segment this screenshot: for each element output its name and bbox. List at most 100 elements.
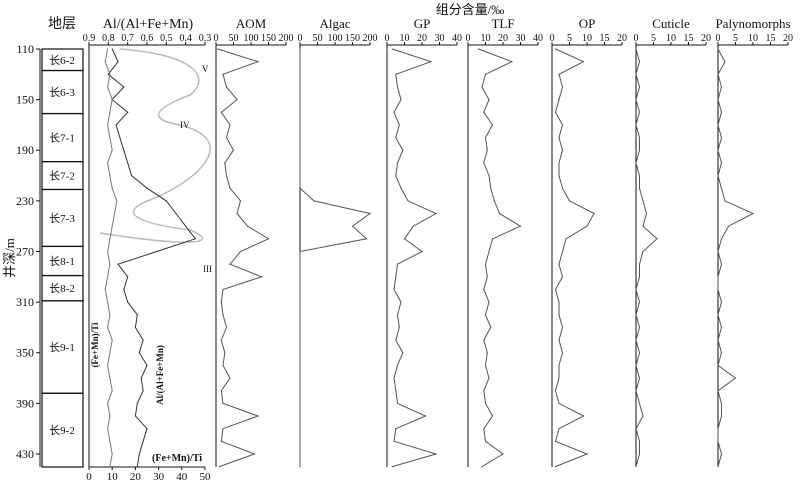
data-point xyxy=(717,48,719,50)
panel-tick-label: 0 xyxy=(298,33,303,44)
data-point xyxy=(717,288,719,291)
data-point xyxy=(558,314,560,316)
data-point xyxy=(561,124,564,126)
panel-series-line xyxy=(217,48,270,468)
geochem-bottom-tick-label: 30 xyxy=(153,471,165,482)
data-point xyxy=(127,276,129,278)
data-point xyxy=(398,124,400,126)
data-point xyxy=(222,314,224,316)
y-tick-label: 430 xyxy=(16,447,34,461)
panel-tick-label: 10 xyxy=(748,33,758,44)
data-point xyxy=(229,263,231,265)
data-point xyxy=(142,390,144,392)
data-point xyxy=(225,86,228,88)
data-point xyxy=(123,86,125,88)
data-point xyxy=(142,440,144,442)
panel-series-line xyxy=(478,48,522,468)
data-point xyxy=(635,162,637,164)
data-point xyxy=(488,99,490,101)
panel-tick-label: 150 xyxy=(345,33,360,44)
data-point xyxy=(109,174,111,177)
data-point xyxy=(136,314,138,316)
data-point xyxy=(299,174,301,177)
geochem-bottom-tick-label: 10 xyxy=(107,471,119,482)
data-point xyxy=(484,364,487,366)
data-point xyxy=(299,61,301,63)
data-point xyxy=(396,402,399,404)
data-point xyxy=(511,61,513,63)
data-point xyxy=(720,453,723,455)
panel-series-line xyxy=(392,48,438,468)
data-point xyxy=(635,466,637,468)
data-point xyxy=(582,61,585,63)
stratum-box xyxy=(41,392,84,468)
geochem-top-tick-label: 0.7 xyxy=(121,33,134,44)
data-point xyxy=(484,263,487,265)
stratum-label: 长6-3 xyxy=(49,86,75,99)
panel-aom: AOM 0 50 100 150 200 xyxy=(214,16,294,468)
data-point xyxy=(106,326,109,329)
data-point xyxy=(106,250,109,253)
data-point xyxy=(717,250,719,253)
data-point xyxy=(299,453,301,455)
data-point xyxy=(484,402,487,404)
y-tick-label: 190 xyxy=(16,143,34,157)
data-point xyxy=(111,99,113,101)
data-point xyxy=(299,276,301,278)
data-point xyxy=(299,301,301,303)
data-point xyxy=(127,111,129,113)
data-point xyxy=(481,466,483,468)
al-ratio-annotation: Al/(Al+Fe+Mn) xyxy=(155,345,165,405)
data-point xyxy=(484,314,487,316)
data-point xyxy=(483,428,485,430)
data-point xyxy=(260,276,263,278)
data-point xyxy=(558,162,560,164)
data-point xyxy=(635,48,637,50)
y-tick-label: 310 xyxy=(16,295,34,309)
fe-mn-ti-line xyxy=(104,48,118,467)
data-point xyxy=(127,301,129,303)
data-point xyxy=(720,301,723,303)
geochem-top-tick-label: 0.4 xyxy=(179,33,192,44)
data-point xyxy=(299,187,301,189)
panel-title: TLF xyxy=(491,16,514,31)
data-point xyxy=(267,238,270,240)
panel-tick-label: 0 xyxy=(385,33,390,44)
data-point xyxy=(642,415,644,417)
panel-tick-label: 200 xyxy=(363,33,378,44)
data-point xyxy=(106,402,109,404)
data-point xyxy=(106,86,109,88)
data-point xyxy=(558,263,560,265)
data-point xyxy=(558,339,560,341)
data-point xyxy=(299,124,301,126)
strata-header: 地层 xyxy=(48,16,76,32)
data-point xyxy=(558,174,560,177)
geochem-top-tick-label: 0.6 xyxy=(141,33,154,44)
panel-algac: Algac 0 50 100 150 200 xyxy=(298,16,378,468)
data-point xyxy=(502,453,504,455)
data-point xyxy=(224,162,226,164)
data-point xyxy=(299,466,301,468)
data-point xyxy=(239,250,242,253)
data-point xyxy=(134,326,136,329)
data-point xyxy=(491,415,494,417)
data-point xyxy=(365,238,368,240)
panel-gp: GP 0 10 20 30 40 xyxy=(385,16,462,468)
data-point xyxy=(638,149,641,151)
data-point xyxy=(111,187,113,189)
data-point xyxy=(554,440,557,442)
data-point xyxy=(395,136,397,139)
data-point xyxy=(717,174,719,177)
data-point xyxy=(635,390,637,392)
al-ratio-line xyxy=(107,48,197,467)
panel-series-line xyxy=(299,49,372,467)
data-point xyxy=(106,124,109,126)
data-point xyxy=(558,73,560,75)
data-point xyxy=(299,99,301,101)
data-point xyxy=(717,99,719,101)
data-point xyxy=(398,326,400,329)
data-point xyxy=(642,250,644,253)
data-point xyxy=(109,111,111,113)
data-point xyxy=(175,212,177,215)
